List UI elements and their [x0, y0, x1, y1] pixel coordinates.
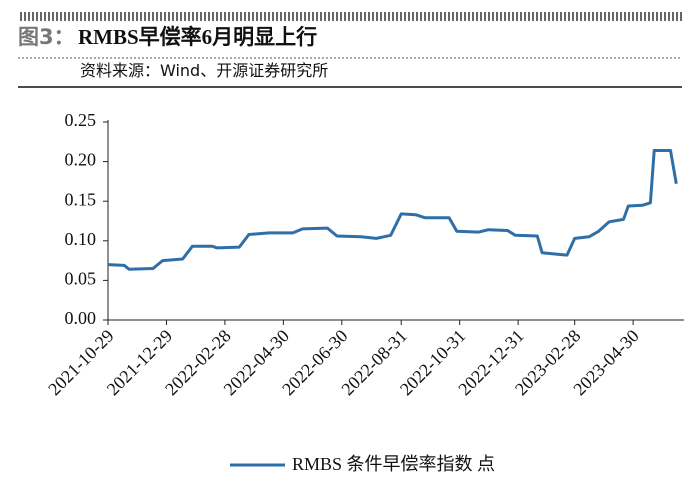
source: 资料来源：Wind、开源证券研究所 — [80, 61, 328, 80]
chart-title: RMBS早偿率6月明显上行 — [78, 25, 317, 49]
header-bar — [18, 12, 682, 21]
y-tick-label: 0.25 — [65, 110, 97, 130]
y-tick-label: 0.10 — [65, 229, 97, 249]
data-line — [107, 149, 678, 271]
y-tick-label: 0.20 — [65, 150, 97, 170]
figure-label: 图3： — [18, 25, 75, 49]
y-tick-label: 0.00 — [65, 308, 97, 328]
y-tick-label: 0.15 — [65, 189, 97, 209]
legend-label: RMBS 条件早偿率指数 点 — [292, 454, 495, 474]
y-tick-label: 0.05 — [65, 269, 97, 289]
